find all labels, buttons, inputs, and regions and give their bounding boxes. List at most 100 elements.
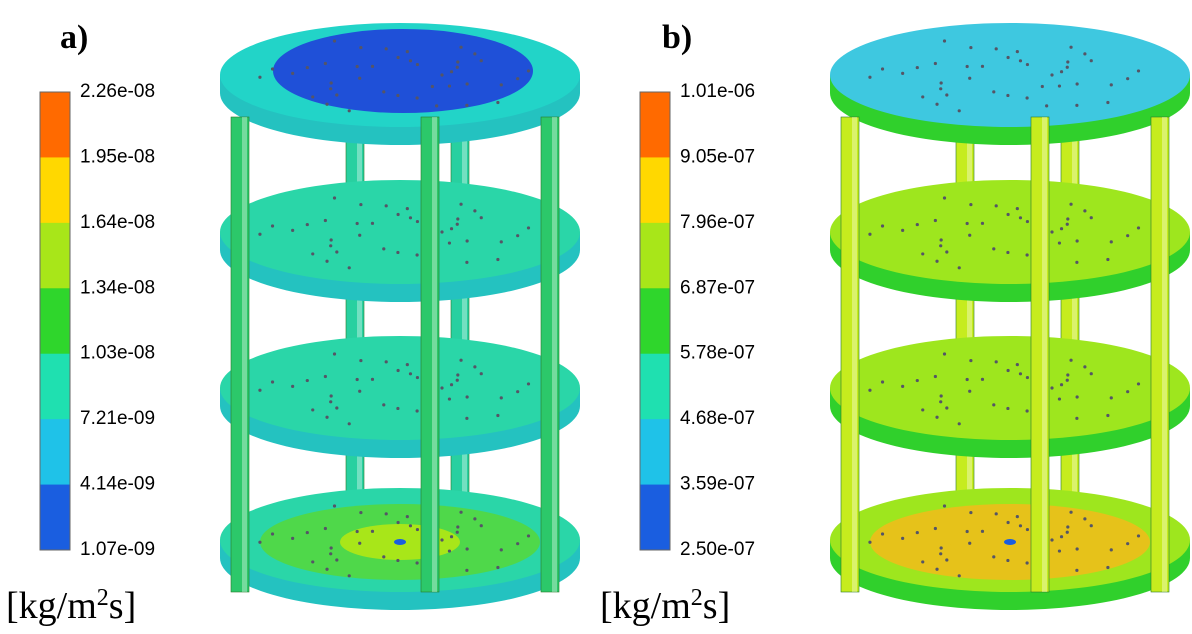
hole xyxy=(500,548,503,551)
hole xyxy=(456,60,459,63)
hole xyxy=(500,396,503,399)
hole xyxy=(981,65,984,68)
hole xyxy=(371,378,374,381)
hole xyxy=(939,400,942,403)
hole xyxy=(516,234,519,237)
hole xyxy=(939,244,942,247)
hole xyxy=(1090,372,1093,375)
hole xyxy=(435,104,438,107)
hole xyxy=(934,527,937,530)
hole xyxy=(940,238,943,241)
colorbar-segment xyxy=(640,354,670,420)
hole xyxy=(1069,46,1072,49)
hole xyxy=(258,233,261,236)
hole xyxy=(500,83,503,86)
unit-sup: 2 xyxy=(691,585,703,611)
hole xyxy=(382,247,385,250)
hole xyxy=(1076,547,1079,550)
hole xyxy=(459,46,462,49)
colorbar-segment xyxy=(40,288,70,354)
hole xyxy=(396,251,399,254)
hole xyxy=(1006,559,1009,562)
hole xyxy=(465,261,468,264)
colorbar-tick-label: 7.21e-09 xyxy=(80,408,155,429)
hole xyxy=(1050,386,1053,389)
hole xyxy=(358,542,361,545)
hole xyxy=(409,59,412,62)
hole xyxy=(396,94,399,97)
hole xyxy=(450,383,453,386)
hole xyxy=(981,530,984,533)
hole xyxy=(1026,63,1029,66)
hole xyxy=(1041,85,1044,88)
hole xyxy=(409,216,412,219)
hole xyxy=(516,542,519,545)
hole xyxy=(271,532,274,535)
hole xyxy=(333,39,336,42)
hole xyxy=(409,372,412,375)
hole xyxy=(1069,203,1072,206)
hole xyxy=(1026,253,1029,256)
hole xyxy=(324,62,327,65)
hole xyxy=(1026,96,1029,99)
post-shade xyxy=(357,115,362,530)
unit-sup: 2 xyxy=(97,585,109,611)
hole xyxy=(527,69,530,72)
hole xyxy=(1137,382,1140,385)
hole xyxy=(1126,77,1129,80)
hole xyxy=(466,547,469,550)
hole xyxy=(291,537,294,540)
hole xyxy=(416,528,419,531)
hole xyxy=(1060,227,1063,230)
hole xyxy=(940,81,943,84)
hole xyxy=(396,407,399,410)
hole xyxy=(1006,56,1009,59)
hole xyxy=(271,224,274,227)
hole xyxy=(456,223,459,226)
panel-label: b) xyxy=(662,19,692,56)
hole xyxy=(958,109,961,112)
hole xyxy=(1019,216,1022,219)
hole xyxy=(396,213,399,216)
hole xyxy=(311,252,314,255)
hole xyxy=(496,101,499,104)
hole xyxy=(1126,390,1129,393)
hole xyxy=(969,511,972,514)
hole xyxy=(995,47,998,50)
hole xyxy=(1066,525,1069,528)
hole xyxy=(1050,538,1053,541)
hole xyxy=(935,260,938,263)
colorbar-segment xyxy=(640,223,670,289)
hole xyxy=(1006,213,1009,216)
hole xyxy=(958,422,961,425)
hole xyxy=(325,260,328,263)
colorbar-tick-label: 5.78e-07 xyxy=(680,343,755,364)
hole xyxy=(1006,521,1009,524)
disk-top xyxy=(830,180,1190,284)
hole xyxy=(934,62,937,65)
hole xyxy=(456,379,459,382)
hole xyxy=(291,229,294,232)
hole xyxy=(333,504,336,507)
hole xyxy=(1019,524,1022,527)
hole xyxy=(921,408,924,411)
colorbar-segment xyxy=(640,288,670,354)
hole xyxy=(1060,70,1063,73)
hole xyxy=(881,67,884,70)
hole xyxy=(480,372,483,375)
hole xyxy=(921,560,924,563)
hole xyxy=(943,196,946,199)
hole xyxy=(1137,69,1140,72)
hole xyxy=(329,552,332,555)
hole xyxy=(480,524,483,527)
hole xyxy=(1026,528,1029,531)
hole xyxy=(940,546,943,549)
hole xyxy=(935,416,938,419)
hole xyxy=(330,81,333,84)
hole xyxy=(416,561,419,564)
hole xyxy=(995,512,998,515)
hole xyxy=(324,527,327,530)
unit-tail: s] xyxy=(109,585,136,627)
hole xyxy=(306,66,309,69)
colorbar-tick-label: 1.95e-08 xyxy=(80,146,155,167)
